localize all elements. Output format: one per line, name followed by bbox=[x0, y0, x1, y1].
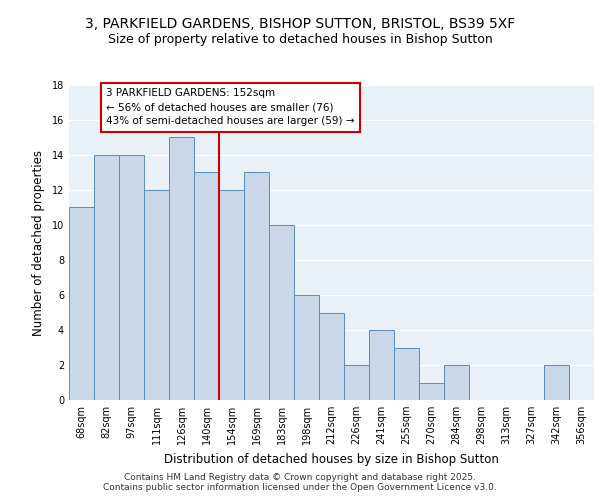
Bar bbox=[219, 190, 244, 400]
Bar bbox=[394, 348, 419, 400]
Text: 3, PARKFIELD GARDENS, BISHOP SUTTON, BRISTOL, BS39 5XF: 3, PARKFIELD GARDENS, BISHOP SUTTON, BRI… bbox=[85, 18, 515, 32]
Text: Contains HM Land Registry data © Crown copyright and database right 2025.
Contai: Contains HM Land Registry data © Crown c… bbox=[103, 473, 497, 492]
Text: 3 PARKFIELD GARDENS: 152sqm
← 56% of detached houses are smaller (76)
43% of sem: 3 PARKFIELD GARDENS: 152sqm ← 56% of det… bbox=[107, 88, 355, 126]
X-axis label: Distribution of detached houses by size in Bishop Sutton: Distribution of detached houses by size … bbox=[164, 452, 499, 466]
Bar bbox=[294, 295, 319, 400]
Bar bbox=[169, 138, 194, 400]
Bar bbox=[119, 155, 144, 400]
Text: Size of property relative to detached houses in Bishop Sutton: Size of property relative to detached ho… bbox=[107, 32, 493, 46]
Bar bbox=[244, 172, 269, 400]
Bar bbox=[144, 190, 169, 400]
Bar bbox=[344, 365, 369, 400]
Bar bbox=[369, 330, 394, 400]
Y-axis label: Number of detached properties: Number of detached properties bbox=[32, 150, 45, 336]
Bar bbox=[269, 225, 294, 400]
Bar bbox=[444, 365, 469, 400]
Bar bbox=[194, 172, 219, 400]
Bar bbox=[319, 312, 344, 400]
Bar bbox=[69, 208, 94, 400]
Bar bbox=[94, 155, 119, 400]
Bar bbox=[544, 365, 569, 400]
Bar bbox=[419, 382, 444, 400]
